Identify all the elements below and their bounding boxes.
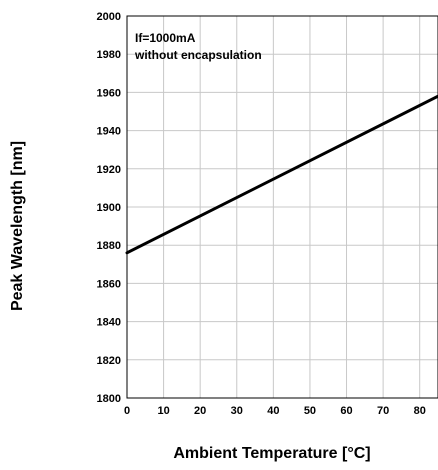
y-tick-label: 1980 <box>97 49 121 61</box>
x-tick-label: 30 <box>231 405 243 417</box>
x-tick-label: 80 <box>414 405 426 417</box>
x-tick-label: 50 <box>304 405 316 417</box>
x-tick-label: 60 <box>340 405 352 417</box>
y-tick-label: 1880 <box>97 240 121 252</box>
grid <box>126 15 438 399</box>
annotation-current: If=1000mA <box>135 31 196 45</box>
y-tick-label: 1940 <box>97 126 121 138</box>
x-axis-title: Ambient Temperature [°C] <box>173 445 370 462</box>
y-tick-label: 2000 <box>97 11 121 23</box>
x-tick-labels: 0 10 20 30 40 50 60 70 80 <box>124 405 426 417</box>
y-tick-labels: 1800 1820 1840 1860 1880 1900 1920 1940 1960 1980… <box>97 11 121 405</box>
x-tick-label: 10 <box>157 405 169 417</box>
y-tick-label: 1860 <box>97 278 121 290</box>
series-line-0 <box>125 94 438 255</box>
y-tick-label: 1960 <box>97 87 121 99</box>
y-tick-label: 1900 <box>97 202 121 214</box>
y-axis-title: Peak Wavelength [nm] <box>9 141 26 311</box>
x-tick-label: 40 <box>267 405 279 417</box>
y-tick-label: 1820 <box>97 355 121 367</box>
series-layer <box>125 94 438 255</box>
y-tick-label: 1840 <box>97 317 121 329</box>
x-tick-label: 70 <box>377 405 389 417</box>
x-tick-label: 20 <box>194 405 206 417</box>
y-tick-label: 1920 <box>97 164 121 176</box>
annotation-encapsulation: without encapsulation <box>134 48 262 62</box>
y-tick-label: 1800 <box>97 393 121 405</box>
x-tick-label: 0 <box>124 405 130 417</box>
plot-frame <box>126 15 438 399</box>
